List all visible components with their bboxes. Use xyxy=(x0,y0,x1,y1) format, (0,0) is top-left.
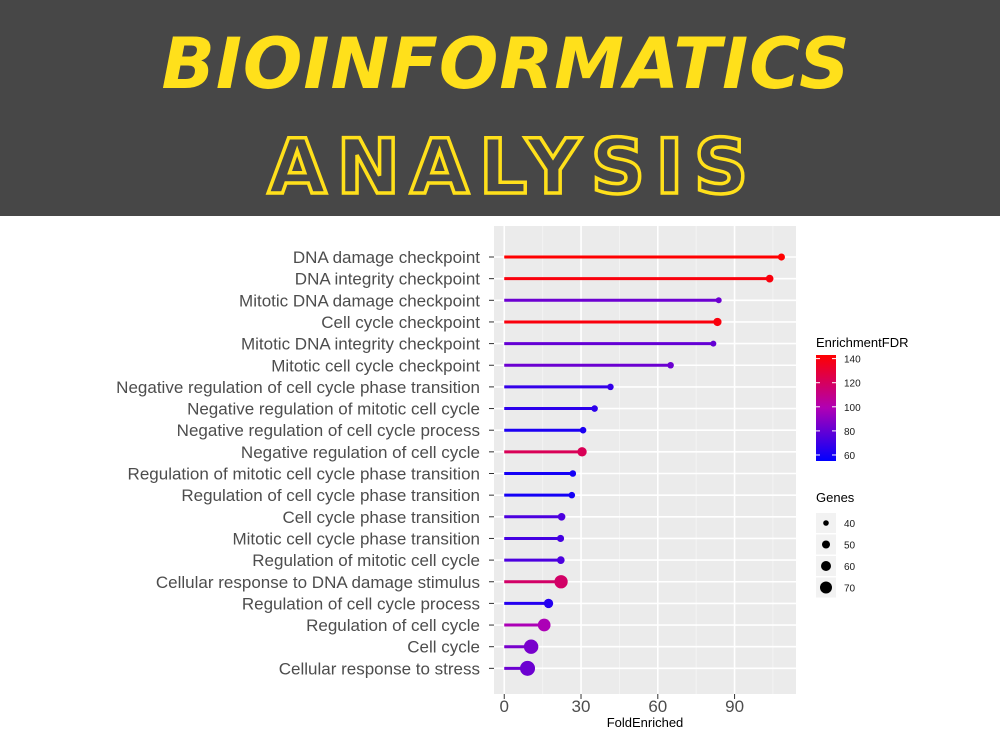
lollipop-point xyxy=(765,274,774,283)
y-tick-label: DNA integrity checkpoint xyxy=(295,270,480,289)
lollipop-point xyxy=(607,383,614,391)
lollipop-point xyxy=(591,405,598,412)
color-legend-tick-label: 100 xyxy=(844,403,861,414)
size-legend-label: 70 xyxy=(844,584,856,595)
color-legend: EnrichmentFDR 60 80 100 120 140 xyxy=(816,335,908,462)
y-tick-label: Cellular response to stress xyxy=(279,659,480,678)
y-tick-label: Negative regulation of cell cycle xyxy=(241,443,480,462)
lollipop-point xyxy=(713,317,722,327)
size-legend-label: 60 xyxy=(844,562,856,573)
color-legend-tick-label: 80 xyxy=(844,427,856,438)
plot-panel xyxy=(494,226,796,694)
y-tick-label: DNA damage checkpoint xyxy=(293,248,480,267)
banner-title-line2: ANALYSIS xyxy=(268,122,759,211)
y-tick-label: Negative regulation of cell cycle proces… xyxy=(177,421,480,440)
x-tick-label: 30 xyxy=(572,697,591,716)
x-tick-label: 60 xyxy=(648,697,667,716)
lollipop-point xyxy=(777,253,785,261)
lollipop-point xyxy=(557,512,566,521)
lollipop-point xyxy=(715,297,722,304)
lollipop-point xyxy=(537,618,551,632)
y-tick-label: Mitotic DNA integrity checkpoint xyxy=(241,335,480,354)
lollipop-points xyxy=(520,253,785,676)
x-axis-ticks: 0 30 60 90 xyxy=(500,694,744,716)
y-tick-label: Negative regulation of mitotic cell cycl… xyxy=(187,400,480,419)
lollipop-point xyxy=(556,534,565,543)
color-legend-ticks: 60 80 100 120 140 xyxy=(816,355,861,462)
lollipop-point xyxy=(569,470,577,477)
color-legend-tick-label: 140 xyxy=(844,355,861,366)
size-legend-key xyxy=(821,561,831,571)
color-legend-title: EnrichmentFDR xyxy=(816,335,908,350)
lollipop-point xyxy=(523,639,539,654)
lollipop-stems xyxy=(504,255,782,670)
color-legend-tick-label: 60 xyxy=(844,451,856,462)
size-legend-title: Genes xyxy=(816,490,855,505)
size-legend-keys: 40 50 60 70 xyxy=(816,513,856,598)
x-axis-label: FoldEnriched xyxy=(607,715,684,730)
color-legend-bar xyxy=(816,355,836,461)
size-legend-key xyxy=(822,540,830,549)
lollipop-point xyxy=(568,491,576,499)
lollipop-point xyxy=(577,447,587,457)
y-axis-labels: DNA damage checkpoint DNA integrity check… xyxy=(116,248,494,678)
y-tick-label: Cellular response to DNA damage stimulus xyxy=(156,573,480,592)
y-tick-label: Regulation of cell cycle xyxy=(306,616,480,635)
size-legend-key xyxy=(820,581,832,594)
y-tick-label: Cell cycle phase transition xyxy=(283,508,480,527)
lollipop-point xyxy=(579,426,587,434)
y-tick-label: Negative regulation of cell cycle phase … xyxy=(116,378,480,397)
color-legend-tick-label: 120 xyxy=(844,379,861,390)
y-tick-label: Cell cycle xyxy=(407,638,480,657)
lollipop-point xyxy=(710,340,717,347)
y-tick-label: Cell cycle checkpoint xyxy=(321,313,480,332)
size-legend-key xyxy=(823,520,829,526)
size-legend-label: 40 xyxy=(844,519,856,530)
y-tick-label: Mitotic DNA damage checkpoint xyxy=(239,291,480,310)
banner-text: BIOINFORMATICS ANALYSIS xyxy=(162,23,851,213)
lollipop-point xyxy=(554,575,568,589)
size-legend: Genes 40 50 60 70 xyxy=(816,490,856,598)
y-tick-label: Regulation of mitotic cell cycle xyxy=(252,551,480,570)
lollipop-point xyxy=(667,361,674,369)
size-legend-label: 50 xyxy=(844,541,856,552)
lollipop-point xyxy=(520,660,536,676)
banner-title-line1: BIOINFORMATICS xyxy=(162,23,851,105)
lollipop-chart: DNA damage checkpoint DNA integrity check… xyxy=(116,226,908,730)
title-banner: BIOINFORMATICS ANALYSIS xyxy=(0,0,1000,216)
lollipop-point xyxy=(543,598,554,609)
x-tick-label: 0 xyxy=(500,697,509,716)
y-tick-label: Mitotic cell cycle checkpoint xyxy=(271,356,480,375)
x-tick-label: 90 xyxy=(725,697,744,716)
lollipop-point xyxy=(556,556,565,564)
y-tick-label: Mitotic cell cycle phase transition xyxy=(232,529,480,548)
y-tick-label: Regulation of mitotic cell cycle phase t… xyxy=(128,465,480,484)
y-tick-label: Regulation of cell cycle phase transitio… xyxy=(181,486,480,505)
y-tick-label: Regulation of cell cycle process xyxy=(242,594,480,613)
